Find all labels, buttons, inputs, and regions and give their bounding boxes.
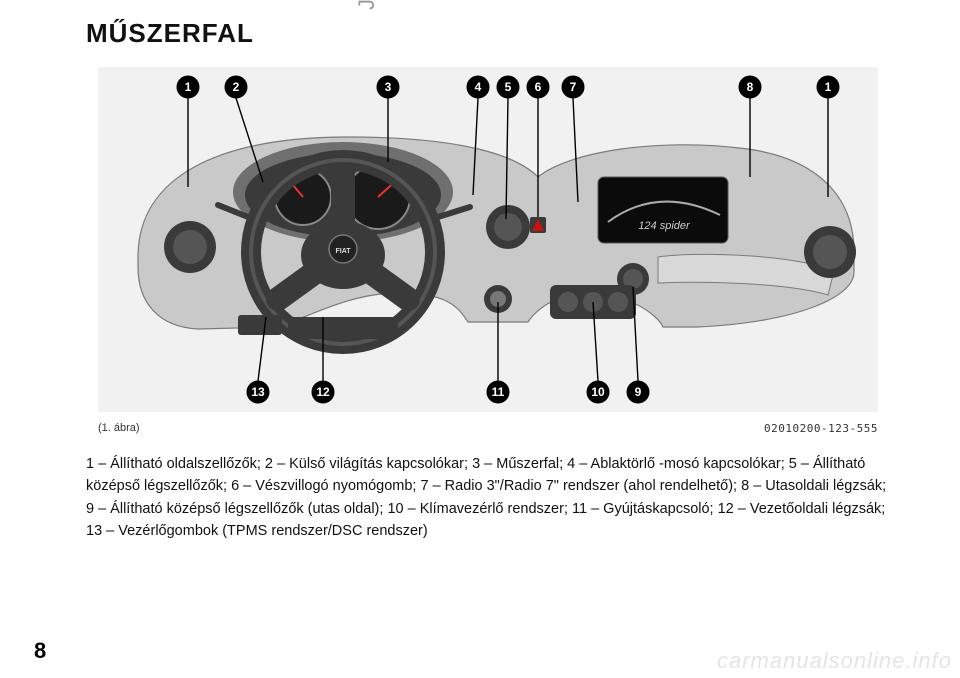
section-label: JÁRMŰVÉNEK MEGISMERÉSE	[34, 0, 74, 16]
figure-caption-left: (1. ábra)	[98, 422, 140, 435]
svg-text:7: 7	[570, 80, 577, 94]
dashboard-svg: FIAT124 spider123456781131211109	[98, 67, 878, 412]
figure-meta: (1. ábra) 02010200-123-555	[98, 422, 878, 435]
svg-text:6: 6	[535, 80, 542, 94]
svg-text:124 spider: 124 spider	[638, 220, 691, 232]
svg-text:13: 13	[251, 385, 265, 399]
svg-text:4: 4	[475, 80, 482, 94]
svg-text:1: 1	[185, 80, 192, 94]
legend-text: 1 – Állítható oldalszellőzők; 2 – Külső …	[86, 453, 890, 543]
figure-wrap: FIAT124 spider123456781131211109 (1. ábr…	[86, 67, 890, 435]
svg-text:2: 2	[233, 80, 240, 94]
watermark: carmanualsonline.info	[540, 618, 960, 678]
page-title: MŰSZERFAL	[86, 18, 890, 49]
dashboard-figure: FIAT124 spider123456781131211109	[98, 67, 878, 412]
section-label-text: JÁRMŰVÉNEK MEGISMERÉSE	[354, 0, 380, 10]
svg-text:8: 8	[747, 80, 754, 94]
svg-text:11: 11	[492, 385, 505, 399]
page-number: 8	[34, 638, 46, 664]
svg-text:3: 3	[385, 80, 392, 94]
svg-text:5: 5	[505, 80, 512, 94]
svg-text:10: 10	[591, 385, 605, 399]
svg-text:1: 1	[825, 80, 832, 94]
svg-text:12: 12	[316, 385, 330, 399]
figure-caption-right: 02010200-123-555	[764, 422, 878, 435]
svg-text:FIAT: FIAT	[335, 248, 351, 255]
svg-text:9: 9	[635, 385, 642, 399]
manual-page: JÁRMŰVÉNEK MEGISMERÉSE MŰSZERFAL FIAT124…	[0, 0, 960, 678]
